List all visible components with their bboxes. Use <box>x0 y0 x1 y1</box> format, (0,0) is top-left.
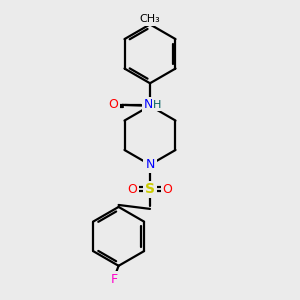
Text: N: N <box>143 98 153 111</box>
Text: H: H <box>153 100 161 110</box>
Text: N: N <box>145 158 155 171</box>
Text: O: O <box>108 98 118 111</box>
Text: CH₃: CH₃ <box>140 14 160 25</box>
Text: F: F <box>111 273 118 286</box>
Text: S: S <box>145 182 155 196</box>
Text: O: O <box>128 183 137 196</box>
Text: O: O <box>163 183 172 196</box>
